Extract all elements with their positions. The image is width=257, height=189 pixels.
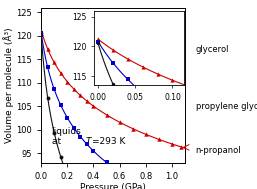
- Text: glycerol: glycerol: [196, 45, 229, 54]
- Y-axis label: Volume per molecule (Å³): Volume per molecule (Å³): [3, 27, 14, 143]
- Text: n-propanol: n-propanol: [196, 146, 241, 155]
- Text: liquids
at: liquids at: [52, 127, 81, 146]
- X-axis label: Pressure (GPa): Pressure (GPa): [80, 183, 146, 189]
- Text: T: T: [86, 137, 91, 146]
- Text: =293 K: =293 K: [92, 137, 125, 146]
- Text: propylene glycol: propylene glycol: [196, 102, 257, 111]
